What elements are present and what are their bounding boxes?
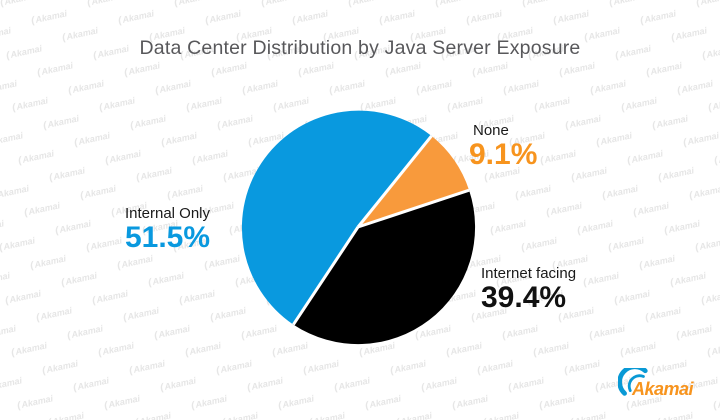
pie-slice-internal-only xyxy=(241,110,432,325)
slice-gap-line xyxy=(357,188,470,229)
label-none: None 9.1% xyxy=(469,122,537,171)
slice-value-none: 9.1% xyxy=(469,138,538,171)
slice-name-none: None xyxy=(473,122,509,139)
label-internal-only: Internal Only 51.5% xyxy=(100,205,235,254)
slice-gap-line xyxy=(356,134,433,228)
akamai-swoosh-icon xyxy=(618,368,648,396)
slice-value-internet-facing: 39.4% xyxy=(481,281,567,314)
pie-slice-none xyxy=(358,135,470,227)
slice-gap-line xyxy=(292,226,360,326)
akamai-logo: Akamai xyxy=(610,366,710,406)
akamai-logo-text: Akamai xyxy=(632,379,694,399)
pie-slice-internet-facing xyxy=(293,190,476,345)
slice-name-internal-only: Internal Only xyxy=(124,205,211,222)
label-internet-facing: Internet facing 39.4% xyxy=(481,265,576,314)
slice-name-internet-facing: Internet facing xyxy=(481,265,577,282)
slice-value-internal-only: 51.5% xyxy=(124,221,211,254)
chart-title: Data Center Distribution by Java Server … xyxy=(139,37,581,59)
